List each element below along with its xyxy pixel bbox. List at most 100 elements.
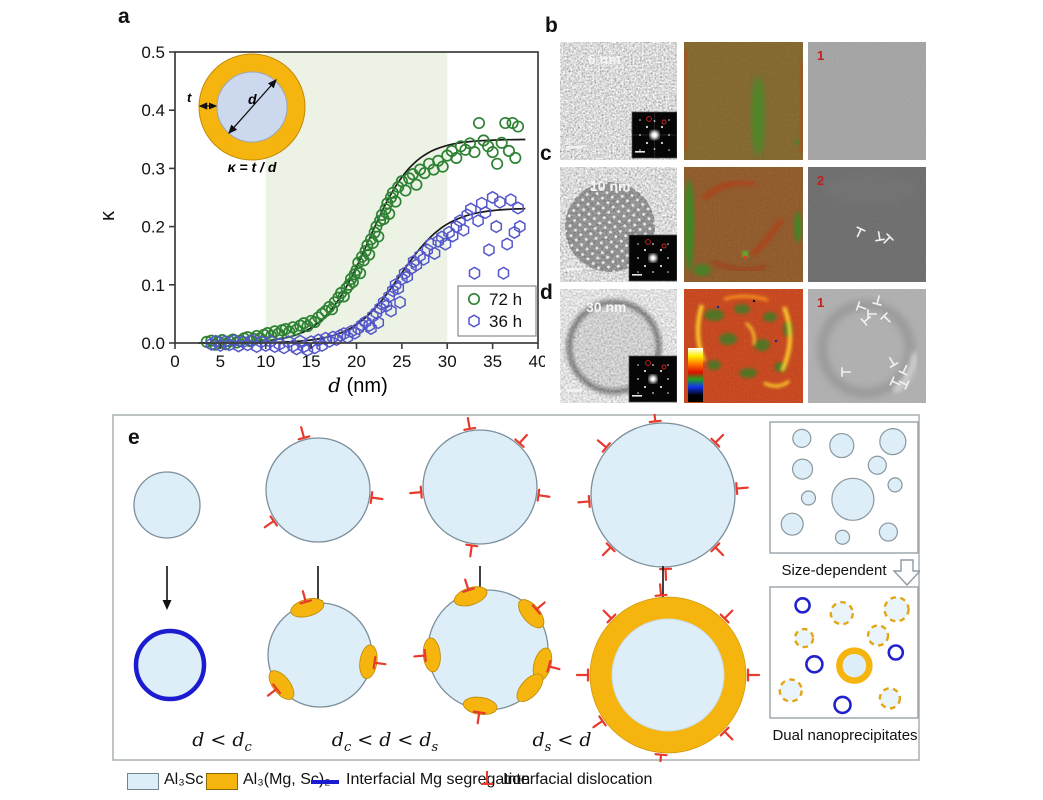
dislocation-symbol xyxy=(462,578,475,593)
svg-text:25: 25 xyxy=(392,352,411,371)
svg-text:5: 5 xyxy=(216,352,225,371)
patchy-shell-particle xyxy=(878,687,902,710)
region-number: 1 xyxy=(817,48,824,63)
fft-inset xyxy=(628,355,677,403)
al3sc-particle xyxy=(590,422,736,568)
dislocation-symbol xyxy=(719,726,734,741)
panel-c-label: c xyxy=(540,142,552,165)
gpa-map-30nm: 1 xyxy=(808,289,926,403)
dislocation-symbol xyxy=(654,583,668,597)
strain-colorbar xyxy=(688,348,703,402)
kappa-vs-d-chart: 0 5 10 15 20 25 30 35 40 0.0 0.1 0.2 0.3 0.4 0.5 κ d (… xyxy=(100,43,545,397)
inset-formula: κ = t / d xyxy=(228,159,277,175)
scale-bar-text xyxy=(566,141,575,143)
region-number: 1 xyxy=(817,295,824,310)
al3sc-particle-small xyxy=(867,455,887,475)
al3sc-particle-small xyxy=(792,428,812,448)
fft-inset xyxy=(631,111,677,159)
fft-annotation-mark xyxy=(645,239,651,245)
al3sc-particle-small xyxy=(887,477,903,493)
axis-ticks: 0 5 10 15 20 25 30 35 40 0.0 0.1 0.2 0.3 0.4 0.5 xyxy=(141,43,545,371)
al3sc-particle-small xyxy=(879,428,907,456)
dislocation-symbol xyxy=(860,315,872,326)
dislocation-symbol xyxy=(472,710,486,725)
scale-bar xyxy=(566,389,582,392)
al3mgsc-shell-patch xyxy=(516,673,544,702)
al3sc-core xyxy=(611,618,725,732)
dislocation-symbol xyxy=(536,488,551,502)
diameter-arrow xyxy=(228,79,277,134)
svg-text:36 h: 36 h xyxy=(489,312,522,331)
al3sc-particle-small xyxy=(831,477,875,521)
tem-size-label: 10 nm xyxy=(590,178,630,194)
svg-text:72 h: 72 h xyxy=(489,290,522,309)
chart-legend: 72 h 36 h xyxy=(457,285,537,337)
precipitate-outline xyxy=(566,299,662,395)
svg-text:0: 0 xyxy=(170,352,179,371)
scale-bar-text xyxy=(566,384,575,386)
al3sc-particle-small xyxy=(829,432,855,459)
svg-text:0.1: 0.1 xyxy=(141,276,165,295)
schematic-panel: e xyxy=(112,414,920,762)
svg-text:0.4: 0.4 xyxy=(141,101,165,120)
dislocation-symbol xyxy=(719,609,734,624)
dislocation-symbol xyxy=(867,309,878,319)
dislocation-symbol xyxy=(602,609,617,624)
al3mgsc-swatch xyxy=(206,773,238,790)
al3mgsc-full-shell xyxy=(590,597,746,753)
x-axis-label: d (nm) xyxy=(328,373,387,397)
al3sc-swatch xyxy=(127,773,159,790)
scale-bar-text xyxy=(566,263,575,265)
inset-d-label: d xyxy=(248,91,257,107)
panel-b-label: b xyxy=(545,14,558,37)
svg-text:0.3: 0.3 xyxy=(141,159,165,178)
dislocation-symbol xyxy=(746,668,761,682)
size-dependent-label: Size-dependent xyxy=(781,562,887,579)
svg-text:0.5: 0.5 xyxy=(141,43,165,62)
mg-segregation-particle-small xyxy=(794,597,811,614)
dislocation-symbol xyxy=(654,753,668,762)
patchy-shell-particle xyxy=(883,596,910,623)
dislocation-symbol xyxy=(658,567,673,582)
dislocation-symbol xyxy=(266,683,282,697)
mg-segregation-particle xyxy=(133,628,207,702)
dislocation-symbol xyxy=(735,481,749,496)
patchy-shell-particle xyxy=(829,600,854,626)
full-shell-particle-small xyxy=(836,647,873,684)
dislocation-symbol xyxy=(856,226,866,238)
dislocation-symbol xyxy=(465,543,479,558)
patchy-shell-particle xyxy=(778,678,803,703)
strain-arc xyxy=(750,217,784,257)
svg-text:0.0: 0.0 xyxy=(141,334,165,353)
fft-annotation-mark xyxy=(661,364,667,370)
mg-segregation-line-swatch xyxy=(311,780,339,784)
strain-green-band xyxy=(751,76,765,156)
dislocation-marks xyxy=(856,226,894,244)
al3sc-particle xyxy=(422,429,538,545)
dislocation-symbol xyxy=(463,416,477,431)
dislocation-symbol xyxy=(577,494,591,509)
dislocation-symbol xyxy=(710,433,725,448)
dislocation-symbol xyxy=(531,601,546,615)
scale-bar xyxy=(566,146,582,149)
al3sc-particle-small xyxy=(834,529,851,545)
dislocation-symbol xyxy=(372,656,387,670)
block-down-arrow-icon xyxy=(892,559,920,587)
dislocation-symbol xyxy=(297,426,311,441)
strain-map-30nm xyxy=(684,289,803,403)
dual-nanoprecipitates-label: Dual nanoprecipitates xyxy=(772,727,918,744)
panel-d-label: d xyxy=(540,281,553,304)
al3sc-label: Al₃Sc xyxy=(164,771,204,788)
mg-segregation-particle-small xyxy=(887,644,905,661)
al3sc-particle-small xyxy=(791,458,814,480)
dislocation-symbol xyxy=(872,295,882,306)
y-axis-label: κ xyxy=(100,210,119,221)
fft-annotation-mark xyxy=(661,119,667,125)
dislocation-symbol xyxy=(575,668,590,682)
strain-map-6nm xyxy=(684,42,803,160)
svg-text:40: 40 xyxy=(529,352,545,371)
dislocation-symbol xyxy=(596,439,611,453)
panel-e-label: e xyxy=(128,426,140,449)
condition-label-3: ds < d xyxy=(532,729,592,755)
al3sc-particle-small xyxy=(780,512,804,536)
